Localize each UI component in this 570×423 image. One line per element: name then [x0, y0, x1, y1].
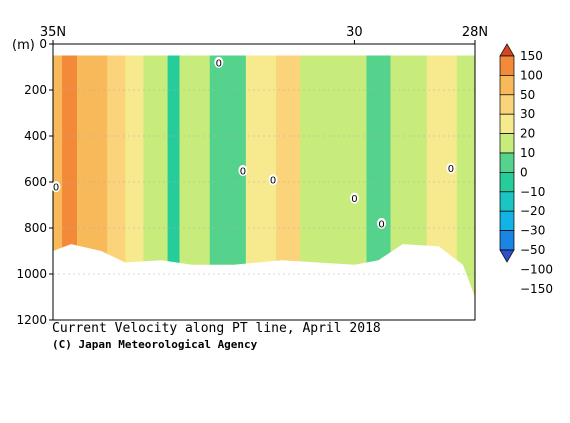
- y-tick-label-4: 800: [24, 221, 47, 235]
- contour-label-bg-5: [446, 162, 456, 174]
- colorbar-swatch-6: [499, 152, 515, 173]
- surface-gap: [53, 44, 475, 56]
- contour-label-bg-3: [349, 192, 359, 204]
- colorbar-label-4: 20: [520, 127, 535, 141]
- depth-gridlines: [53, 89, 475, 275]
- below-bottom-mask: [53, 244, 475, 320]
- colorbar-label-12: −150: [520, 282, 553, 296]
- colorbar-label-1: 100: [520, 68, 543, 82]
- contour-label-2: 0: [240, 167, 246, 178]
- y-tick-label-6: 1200: [16, 313, 47, 327]
- colorbar-swatch-8: [499, 191, 515, 212]
- depth-axis: 0 200 400 600 800 1000 1200: [16, 37, 53, 327]
- colorbar-swatch-4: [499, 113, 515, 134]
- colorbar-label-9: −30: [520, 224, 545, 238]
- colorbar-swatch-3: [499, 94, 515, 115]
- chart-title: Current Velocity along PT line, April 20…: [52, 321, 381, 336]
- latitude-axis: 35N 30 28N: [40, 25, 488, 44]
- colorbar-swatch-10: [499, 230, 515, 251]
- colorbar-label-11: −100: [520, 262, 553, 276]
- contour-label-bg-0: [51, 181, 61, 193]
- y-tick-label-5: 1000: [16, 267, 47, 281]
- contour-label-bg-4: [377, 217, 387, 229]
- seafloor-mask: [53, 44, 475, 320]
- contour-label-bg-1: [214, 56, 224, 68]
- colorbar-label-2: 50: [520, 88, 535, 102]
- colorbar-label-3: 30: [520, 107, 535, 121]
- y-tick-label-3: 600: [24, 175, 47, 189]
- contour-label-5: 0: [448, 164, 454, 175]
- colorbar-label-7: −10: [520, 185, 545, 199]
- contour-label-0: 0: [53, 183, 59, 194]
- colorbar-swatch-2: [499, 75, 515, 96]
- contour-label-bg-2: [238, 165, 248, 176]
- contour-label-4: 0: [378, 219, 384, 230]
- colorbar-swatch-7: [499, 172, 515, 193]
- depth-unit-label: (m): [12, 38, 35, 53]
- contour-label-6: 0: [270, 176, 276, 187]
- y-tick-label-2: 400: [24, 129, 47, 143]
- x-tick-label-0: 35N: [40, 25, 66, 40]
- colorbar-label-8: −20: [520, 204, 545, 218]
- chart-credit: (C) Japan Meteorological Agency: [52, 338, 258, 351]
- colorbar-label-0: 150: [520, 49, 543, 63]
- y-tick-label-0: 0: [39, 37, 47, 51]
- y-tick-label-1: 200: [24, 83, 47, 97]
- velocity-band-4: [125, 55, 144, 320]
- colorbar-label-10: −50: [520, 243, 545, 257]
- colorbar-swatch-5: [499, 133, 515, 154]
- contour-label-bg-6: [268, 174, 278, 186]
- colorbar-swatch-9: [499, 210, 515, 231]
- colorbar-label-6: 0: [520, 165, 528, 179]
- colorbar-bottom-arrow: [499, 249, 515, 263]
- contour-label-1: 0: [216, 58, 222, 69]
- contour-label-3: 0: [351, 194, 357, 205]
- velocity-band-16: [456, 55, 475, 320]
- colorbar-top-arrow: [499, 43, 515, 57]
- velocity-band-3: [107, 55, 126, 320]
- colorbar-label-5: 10: [520, 146, 535, 160]
- contour-labels: 0 0 0 0 0 0 0: [51, 56, 456, 230]
- x-tick-label-2: 28N: [462, 25, 488, 40]
- x-tick-label-1: 30: [346, 25, 363, 40]
- colorbar-swatch-1: [499, 55, 515, 76]
- velocity-band-6: [167, 55, 180, 320]
